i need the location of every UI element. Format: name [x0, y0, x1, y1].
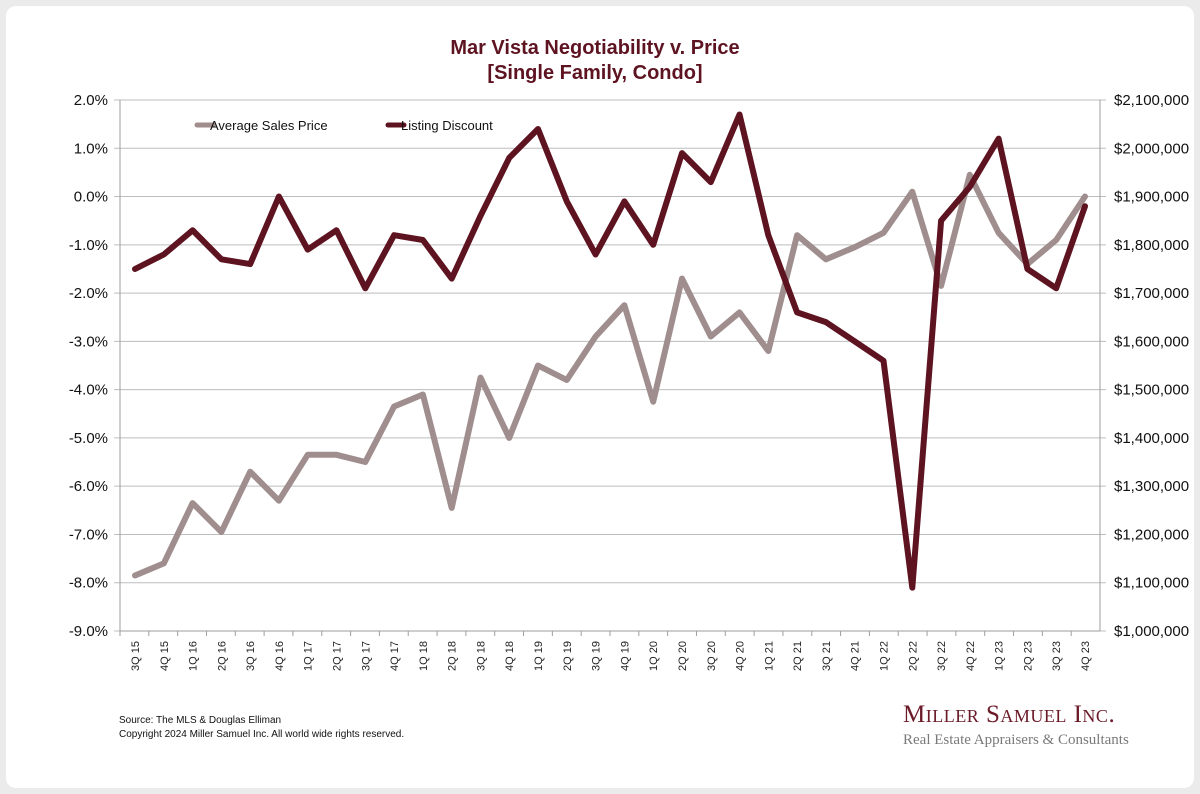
x-axis-tick-label: 3Q 22 [936, 641, 948, 671]
chart-card [6, 6, 1194, 788]
right-axis-tick-label: $1,700,000 [1114, 285, 1189, 302]
legend: Average Sales Price Listing Discount [194, 118, 493, 133]
x-axis-tick-label: 4Q 17 [389, 641, 401, 671]
left-axis-ticks: 2.0% 1.0% 0.0% -1.0% -2.0% -3.0% -4.0% -5.0% -6.… [69, 92, 108, 640]
x-axis-tick-label: 2Q 17 [332, 641, 344, 671]
series-line-average-sales-price [132, 171, 1088, 579]
left-axis-tick-label: -5.0% [69, 430, 108, 447]
x-axis-tick-label: 4Q 15 [159, 641, 171, 671]
x-axis-tick-label: 2Q 16 [216, 641, 228, 671]
x-axis-tick-label: 1Q 22 [878, 641, 890, 671]
x-axis-tick-label: 4Q 16 [274, 641, 286, 671]
x-axis-tick-label: 4Q 18 [504, 641, 516, 671]
x-axis-tick-label: 2Q 22 [907, 641, 919, 671]
x-axis-tick-label: 2Q 20 [677, 641, 689, 671]
x-axis-tick-label: 2Q 19 [562, 641, 574, 671]
left-axis-tick-label: 0.0% [74, 189, 108, 206]
right-axis-tick-label: $2,100,000 [1114, 92, 1189, 109]
x-axis-tick-label: 4Q 19 [619, 641, 631, 671]
x-axis-tick-label: 1Q 21 [763, 641, 775, 671]
x-axis-tick-label: 3Q 16 [245, 641, 257, 671]
legend-label: Listing Discount [401, 118, 493, 133]
copyright-note: Copyright 2024 Miller Samuel Inc. All wo… [119, 729, 405, 740]
x-axis-tick-label: 2Q 23 [1022, 641, 1034, 671]
x-axis-tick-label: 3Q 17 [360, 641, 372, 671]
gridlines [114, 99, 1106, 632]
right-axis-tick-label: $1,500,000 [1114, 382, 1189, 399]
x-axis-tick-label: 1Q 16 [188, 641, 200, 671]
x-axis-tick-label: 2Q 21 [792, 641, 804, 671]
x-axis-tick-label: 1Q 23 [994, 641, 1006, 671]
right-axis-tick-label: $2,000,000 [1114, 140, 1189, 157]
x-axis-tick-label: 3Q 23 [1051, 641, 1063, 671]
x-axis-tick-label: 3Q 19 [591, 641, 603, 671]
x-axis-tick-label: 2Q 18 [447, 641, 459, 671]
x-axis-tick-label: 4Q 23 [1080, 641, 1092, 671]
left-axis-tick-label: -4.0% [69, 382, 108, 399]
right-axis-tick-label: $1,100,000 [1114, 575, 1189, 592]
left-axis-tick-label: -6.0% [69, 478, 108, 495]
left-axis-tick-label: -1.0% [69, 237, 108, 254]
chart-title: Mar Vista Negotiability v. Price [Single… [0, 36, 1190, 86]
x-axis-tick-label: 4Q 22 [965, 641, 977, 671]
x-axis-tick-label: 1Q 17 [303, 641, 315, 671]
source-note: Source: The MLS & Douglas Elliman [119, 715, 282, 726]
x-axis-tick-label: 3Q 15 [130, 641, 142, 671]
footer: Source: The MLS & Douglas Elliman Copyri… [119, 714, 404, 742]
series-lines [132, 111, 1088, 591]
right-axis-tick-label: $1,900,000 [1114, 189, 1189, 206]
chart-subtitle: [Single Family, Condo] [487, 62, 703, 84]
left-axis-tick-label: 2.0% [74, 92, 108, 109]
left-axis-tick-label: -3.0% [69, 333, 108, 350]
right-axis-tick-label: $1,800,000 [1114, 237, 1189, 254]
right-axis-tick-label: $1,400,000 [1114, 430, 1189, 447]
right-axis-tick-label: $1,000,000 [1114, 623, 1189, 640]
axes [119, 100, 1101, 632]
x-axis-tick-label: 4Q 21 [850, 641, 862, 671]
right-axis-tick-label: $1,300,000 [1114, 478, 1189, 495]
chart-title-main: Mar Vista Negotiability v. Price [450, 37, 740, 59]
x-axis-tick-label: 3Q 18 [475, 641, 487, 671]
logo-name: Miller Samuel Inc. [903, 701, 1116, 728]
company-logo: Miller Samuel Inc. Real Estate Appraiser… [903, 700, 1129, 750]
right-axis-tick-label: $1,600,000 [1114, 333, 1189, 350]
x-axis-tick-label: 1Q 18 [418, 641, 430, 671]
logo-tagline: Real Estate Appraisers & Consultants [903, 732, 1129, 748]
left-axis-tick-label: -2.0% [69, 285, 108, 302]
right-axis-tick-label: $1,200,000 [1114, 526, 1189, 543]
x-axis-tick-label: 1Q 20 [648, 641, 660, 671]
x-axis-tick-label: 1Q 19 [533, 641, 545, 671]
legend-label: Average Sales Price [210, 118, 328, 133]
series-line-listing-discount [132, 111, 1088, 591]
left-axis-tick-label: -7.0% [69, 526, 108, 543]
left-axis-tick-label: 1.0% [74, 140, 108, 157]
left-axis-tick-label: -9.0% [69, 623, 108, 640]
x-axis-tick-label: 4Q 20 [735, 641, 747, 671]
x-axis-tick-label: 3Q 20 [706, 641, 718, 671]
x-axis-ticks: 3Q 15 4Q 15 1Q 16 2Q 16 3Q 16 4Q 16 1Q 17 2Q 17… [119, 631, 1092, 671]
left-axis-tick-label: -8.0% [69, 575, 108, 592]
right-axis-ticks: $2,100,000 $2,000,000 $1,900,000 $1,800,000… [1114, 92, 1189, 640]
x-axis-tick-label: 3Q 21 [821, 641, 833, 671]
